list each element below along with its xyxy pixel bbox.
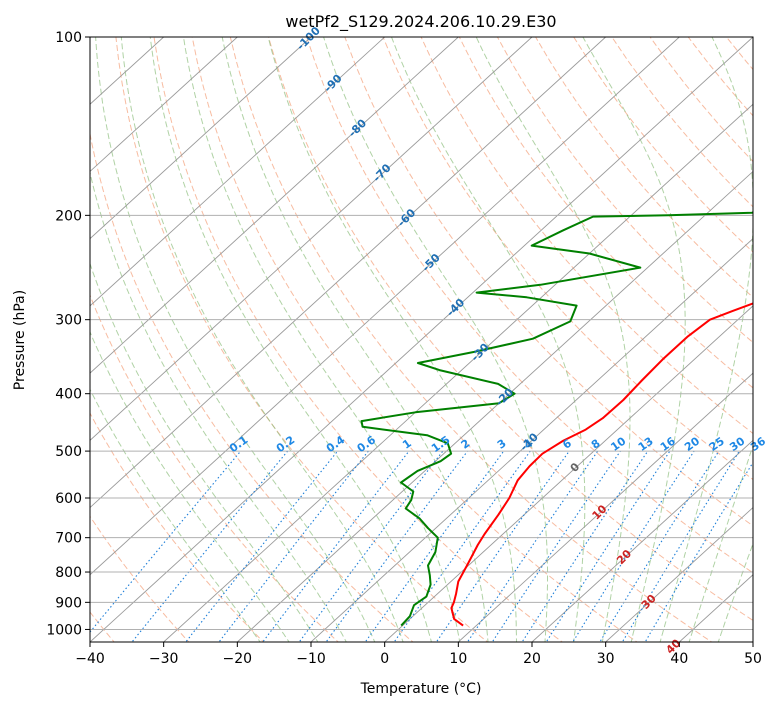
background-lines [90,37,753,642]
y-tick-label: 600 [55,491,82,507]
mixing-ratio-line [621,450,740,642]
y-tick-label: 900 [55,595,82,611]
dry-adiabat [306,37,753,574]
dry-adiabat [535,37,753,298]
y-tick-label: 200 [55,208,82,224]
plot-frame [89,36,754,643]
isotherm-line [90,37,680,576]
mixing-ratio-line [435,450,570,642]
mixing-ratio-line [393,450,531,642]
x-tick-label: −30 [149,651,179,667]
mixing-ratio-line [466,450,599,642]
moist-adiabat [323,37,548,642]
y-tick-label: 500 [55,444,82,460]
isotherm-line [90,37,385,307]
dry-adiabat [420,37,753,435]
isotherm-line [90,37,312,240]
x-tick-label: −20 [223,651,253,667]
mixing-ratio-line [572,450,695,642]
isotherm-line [90,37,238,173]
isotherm-line [531,439,753,642]
y-tick-label: 300 [55,313,82,329]
mixing-ratio-line [131,450,289,642]
isotherm-line [237,170,753,642]
x-tick-label: −40 [75,651,105,667]
moist-adiabat [90,388,261,642]
moist-adiabat [688,443,753,642]
mixing-ratio-line [599,450,720,642]
axes-ticks: −40 −30 −20 −10 0 10 20 30 40 50 100 200 300 400 500 60… [46,30,762,667]
isotherm-line [310,238,753,642]
y-tick-label: 800 [55,565,82,581]
moist-adiabat [90,330,290,642]
x-axis-label: Temperature (°C) [360,681,482,697]
moist-adiabat [267,37,517,642]
mixing-ratio-line [218,450,369,642]
isotherm-line [90,37,606,509]
dry-adiabat [458,37,753,389]
isotherm-line [90,37,533,441]
chart-title: wetPf2_S129.2024.206.10.29.E30 [285,12,556,32]
x-tick-label: 40 [670,651,688,667]
mixing-ratio-line [545,450,671,642]
moist-adiabat [149,37,432,642]
dry-adiabat [191,37,638,642]
moist-adiabat [183,37,461,642]
mixing-ratio-line [185,450,339,642]
x-tick-label: 50 [744,651,762,667]
y-tick-label: 400 [55,387,82,403]
isotherm-line [458,372,753,642]
x-tick-label: 10 [449,651,467,667]
y-tick-label: 700 [55,531,82,547]
y-axis-label: Pressure (hPa) [12,290,28,390]
moist-adiabat [659,37,753,642]
moist-adiabat [391,37,586,642]
mixing-ratio-line [521,450,649,642]
mixing-ratio-line [325,450,468,642]
series-lines [360,211,753,627]
temperature-profile-line [450,302,753,627]
x-tick-label: −10 [296,651,326,667]
mixing-ratio-line [491,450,621,642]
dry-adiabat [344,37,753,527]
dewpoint-profile-line [360,211,753,627]
x-tick-label: 30 [597,651,615,667]
isotherm-line [163,103,753,642]
isotherm-line [90,37,753,642]
x-tick-label: 20 [523,651,541,667]
isotherm-line [384,305,753,642]
mixing-ratio-line [364,450,505,642]
isotherm-line [90,37,459,374]
dry-adiabat [90,293,339,642]
y-tick-label: 1000 [46,622,82,638]
y-tick-label: 100 [55,30,82,46]
isotherm-line [605,506,753,642]
x-tick-label: 0 [380,651,389,667]
